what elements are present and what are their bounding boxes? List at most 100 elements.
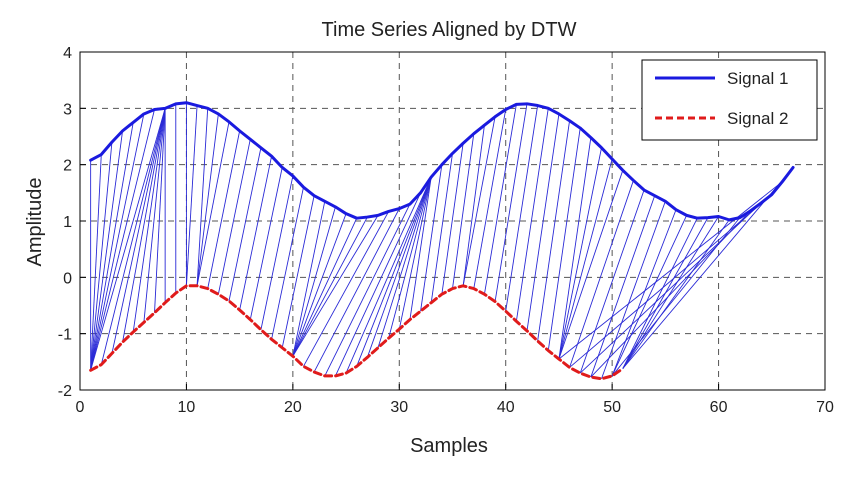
alignment-line: [90, 154, 102, 371]
alignment-line: [537, 120, 571, 342]
alignment-line: [196, 121, 230, 286]
alignment-line: [335, 192, 421, 377]
alignment-line: [90, 108, 166, 371]
alignment-line: [292, 213, 347, 357]
alignment-line: [292, 206, 336, 357]
alignment-line: [526, 113, 560, 331]
legend: Signal 1 Signal 2: [641, 59, 818, 141]
alignment-line: [228, 147, 262, 302]
alignment-line: [601, 201, 666, 379]
alignment-line: [483, 104, 517, 295]
alignment-line: [579, 202, 762, 374]
x-tick-label: 10: [178, 399, 196, 416]
alignment-line: [558, 158, 613, 360]
alignment-line: [292, 216, 368, 357]
alignment-line: [239, 156, 273, 311]
x-tick-label: 50: [603, 399, 621, 416]
series-group: [89, 101, 795, 381]
alignment-line: [292, 217, 358, 357]
x-tick-label: 70: [816, 399, 834, 416]
alignment-line: [558, 147, 602, 360]
alignment-line: [494, 103, 528, 302]
alignment-line: [303, 211, 390, 367]
alignment-line: [143, 108, 166, 323]
alignment-line: [366, 176, 432, 358]
alignment-line: [388, 176, 432, 339]
alignment-line: [90, 109, 155, 371]
alignment-line: [271, 187, 304, 340]
alignment-line: [473, 109, 507, 289]
alignment-line: [207, 130, 241, 289]
x-tick-label: 40: [497, 399, 515, 416]
alignment-line: [217, 139, 251, 295]
alignment-line: [90, 130, 124, 371]
alignment-line: [622, 217, 698, 369]
alignment-line: [185, 105, 198, 286]
alignment-line: [324, 203, 411, 377]
alignment-line: [558, 181, 783, 360]
alignment-line: [292, 215, 379, 357]
alignment-line: [111, 108, 166, 354]
alignment-line: [569, 180, 634, 368]
alignment-line: [441, 143, 464, 295]
alignment-line: [345, 176, 432, 374]
alignment-line: [260, 175, 294, 330]
x-tick-label: 20: [284, 399, 302, 416]
y-tick-label: 1: [63, 214, 72, 231]
y-tick-label: 0: [63, 270, 72, 287]
alignment-line: [313, 208, 400, 373]
alignment-line: [462, 125, 485, 286]
alignment-line: [398, 176, 432, 330]
alignment-line: [569, 194, 773, 368]
y-tick-label: 4: [63, 45, 72, 62]
alignment-line: [196, 108, 209, 286]
x-tick-label: 0: [76, 399, 85, 416]
alignment-line: [622, 219, 730, 369]
alignment-line: [154, 108, 166, 313]
alignment-line: [515, 108, 549, 322]
y-tick-label: -2: [58, 383, 72, 400]
alignment-line: [558, 137, 592, 360]
y-axis-label: Amplitude: [24, 178, 46, 267]
alignment-line: [249, 167, 283, 320]
alignment-line: [611, 215, 688, 377]
y-tick-label: 2: [63, 158, 72, 175]
alignment-line: [196, 113, 219, 286]
series-line-1: [89, 101, 795, 222]
y-tick-label: -1: [58, 327, 72, 344]
alignment-lines: [90, 102, 794, 379]
legend-box: [641, 59, 818, 141]
alignment-line: [420, 164, 443, 312]
alignment-line: [452, 133, 475, 289]
legend-signal-1-label: Signal 1: [727, 69, 788, 88]
alignment-line: [90, 122, 134, 371]
chart-title: Time Series Aligned by DTW: [322, 19, 577, 41]
x-axis-label: Samples: [410, 435, 488, 457]
alignment-line: [122, 108, 166, 343]
alignment-line: [505, 105, 539, 312]
alignment-line: [281, 195, 315, 348]
alignment-line: [356, 176, 432, 367]
x-tick-label: 60: [710, 399, 728, 416]
alignment-line: [611, 209, 677, 377]
series-line-2: [89, 284, 625, 381]
x-tick-label: 30: [390, 399, 408, 416]
alignment-line: [462, 116, 496, 286]
alignment-line: [579, 189, 645, 374]
alignment-line: [558, 170, 624, 360]
alignment-line: [377, 176, 432, 348]
alignment-line: [622, 216, 719, 369]
alignment-line: [547, 127, 581, 351]
alignment-line: [100, 108, 166, 365]
alignment-line: [590, 195, 656, 378]
alignment-line: [132, 108, 166, 333]
axis-ticks: 0 10 20 30 40 50 60 70 -2 -1 0 1 2 3 4: [58, 45, 834, 416]
alignment-line: [430, 153, 453, 303]
alignment-line: [90, 142, 113, 371]
y-tick-label: 3: [63, 101, 72, 118]
alignment-line: [292, 201, 326, 357]
legend-signal-2-label: Signal 2: [727, 109, 788, 128]
alignment-line: [409, 176, 432, 320]
alignment-line: [90, 113, 145, 371]
